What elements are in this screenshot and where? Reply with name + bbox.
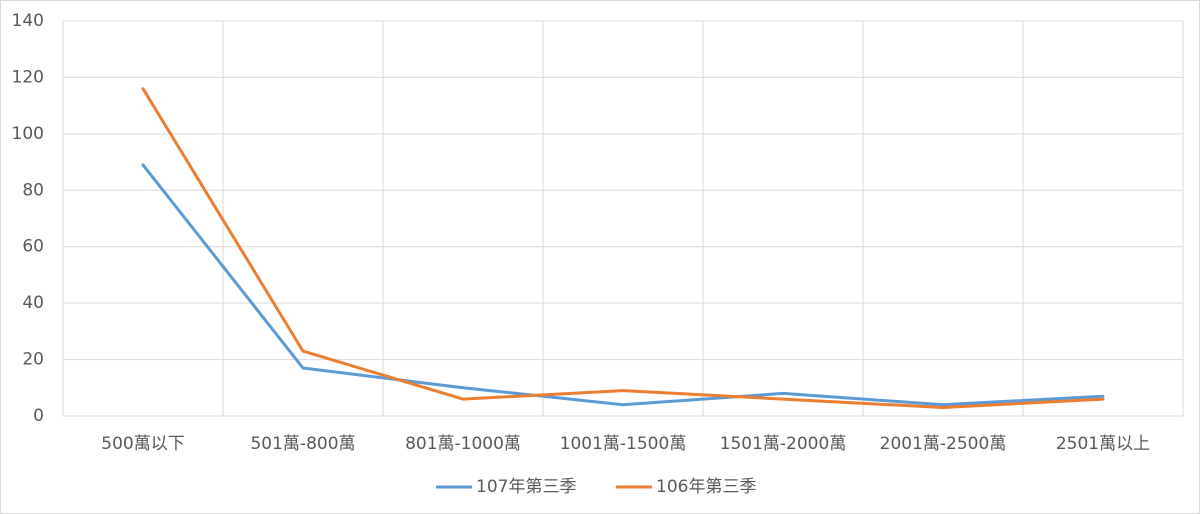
x-tick-label: 501萬-800萬 <box>250 434 355 454</box>
y-tick-label: 60 <box>22 237 44 257</box>
x-tick-label: 2501萬以上 <box>1056 434 1150 454</box>
x-tick-label: 2001萬-2500萬 <box>880 434 1007 454</box>
x-tick-label: 1001萬-1500萬 <box>560 434 687 454</box>
y-tick-label: 0 <box>33 406 44 426</box>
x-tick-label: 801萬-1000萬 <box>405 434 521 454</box>
data-line <box>141 87 1105 410</box>
y-tick-label: 140 <box>12 11 44 31</box>
y-tick-label: 80 <box>22 180 44 200</box>
y-tick-label: 40 <box>22 293 44 313</box>
y-tick-label: 20 <box>22 350 44 370</box>
y-tick-label: 120 <box>12 67 44 87</box>
x-tick-label: 1501萬-2000萬 <box>720 434 847 454</box>
legend-label: 106年第三季 <box>656 477 756 497</box>
y-tick-label: 100 <box>12 124 44 144</box>
data-line <box>141 163 1105 407</box>
legend-label: 107年第三季 <box>476 477 576 497</box>
x-tick-label: 500萬以下 <box>101 434 184 454</box>
